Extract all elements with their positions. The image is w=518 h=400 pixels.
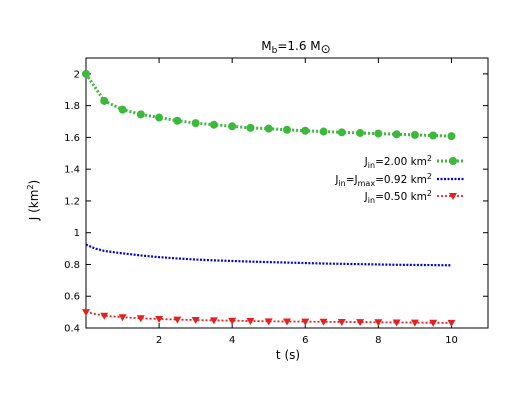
y-tick-label: 1.8 xyxy=(64,101,80,112)
legend-entry-2: Jin=Jmax=0.92 km2 xyxy=(334,172,465,188)
y-tick-label: 1.6 xyxy=(64,133,80,144)
data-point xyxy=(319,127,328,136)
data-point xyxy=(100,312,109,320)
legend-label: Jin=2.00 km2 xyxy=(364,154,432,170)
x-tick-label: 8 xyxy=(375,335,381,346)
data-point xyxy=(447,132,456,141)
legend-marker xyxy=(449,157,457,165)
plot-frame xyxy=(85,57,489,329)
chart-title: Mb=1.6 M⊙ xyxy=(261,39,330,56)
y-tick-label: 1.4 xyxy=(64,165,80,176)
data-point xyxy=(191,119,200,128)
data-point xyxy=(301,318,310,326)
data-point xyxy=(447,319,456,327)
series-3 xyxy=(82,309,456,327)
series-1 xyxy=(82,69,456,141)
x-tick-label: 4 xyxy=(229,335,235,346)
data-point xyxy=(82,69,90,78)
x-tick-label: 2 xyxy=(156,335,162,346)
data-point xyxy=(209,317,218,325)
legend-marker xyxy=(449,193,457,200)
y-axis-title: J (km2) xyxy=(26,180,41,221)
data-point xyxy=(392,319,401,327)
y-tick-label: 1.2 xyxy=(64,196,80,207)
data-point xyxy=(173,316,182,324)
data-point xyxy=(82,309,90,317)
series-line xyxy=(85,243,452,267)
data-point xyxy=(100,96,109,105)
data-point xyxy=(410,130,419,139)
data-point xyxy=(374,319,383,327)
data-point xyxy=(118,105,127,114)
data-point xyxy=(410,319,419,327)
legend-label: Jin=Jmax=0.92 km2 xyxy=(334,172,432,188)
x-tick-label: 10 xyxy=(445,335,458,346)
data-point xyxy=(283,125,291,134)
data-point xyxy=(209,120,218,129)
x-tick-label: 6 xyxy=(302,335,308,346)
data-point xyxy=(228,317,237,325)
y-tick-label: 0.8 xyxy=(64,260,80,271)
data-point xyxy=(118,314,127,322)
data-point xyxy=(246,123,255,132)
legend-label: Jin=0.50 km2 xyxy=(364,189,432,205)
data-point xyxy=(228,122,237,131)
data-point xyxy=(337,318,346,326)
y-tick-label: 2 xyxy=(74,69,80,80)
data-point xyxy=(337,128,346,137)
data-point xyxy=(173,116,182,125)
data-point xyxy=(356,319,365,327)
data-point xyxy=(264,124,273,133)
legend-entry-1: Jin=2.00 km2 xyxy=(364,154,465,170)
y-tick-label: 1 xyxy=(74,228,80,239)
legend-entry-3: Jin=0.50 km2 xyxy=(364,189,465,205)
data-point xyxy=(191,317,200,325)
y-tick-label: 0.6 xyxy=(64,292,80,303)
data-point xyxy=(374,129,383,138)
data-point xyxy=(283,318,291,326)
data-point xyxy=(319,318,328,326)
data-point xyxy=(301,126,310,135)
series-line xyxy=(85,311,452,324)
data-point xyxy=(246,318,255,326)
data-point xyxy=(136,110,145,119)
x-axis-title: t (s) xyxy=(276,348,300,362)
data-point xyxy=(155,113,164,122)
data-point xyxy=(356,128,365,137)
series-2 xyxy=(85,243,452,267)
data-point xyxy=(136,315,145,323)
y-tick-label: 0.4 xyxy=(64,324,80,335)
data-point xyxy=(392,130,401,139)
data-point xyxy=(429,319,438,327)
data-point xyxy=(264,318,273,326)
data-point xyxy=(429,131,438,140)
data-point xyxy=(155,315,164,323)
